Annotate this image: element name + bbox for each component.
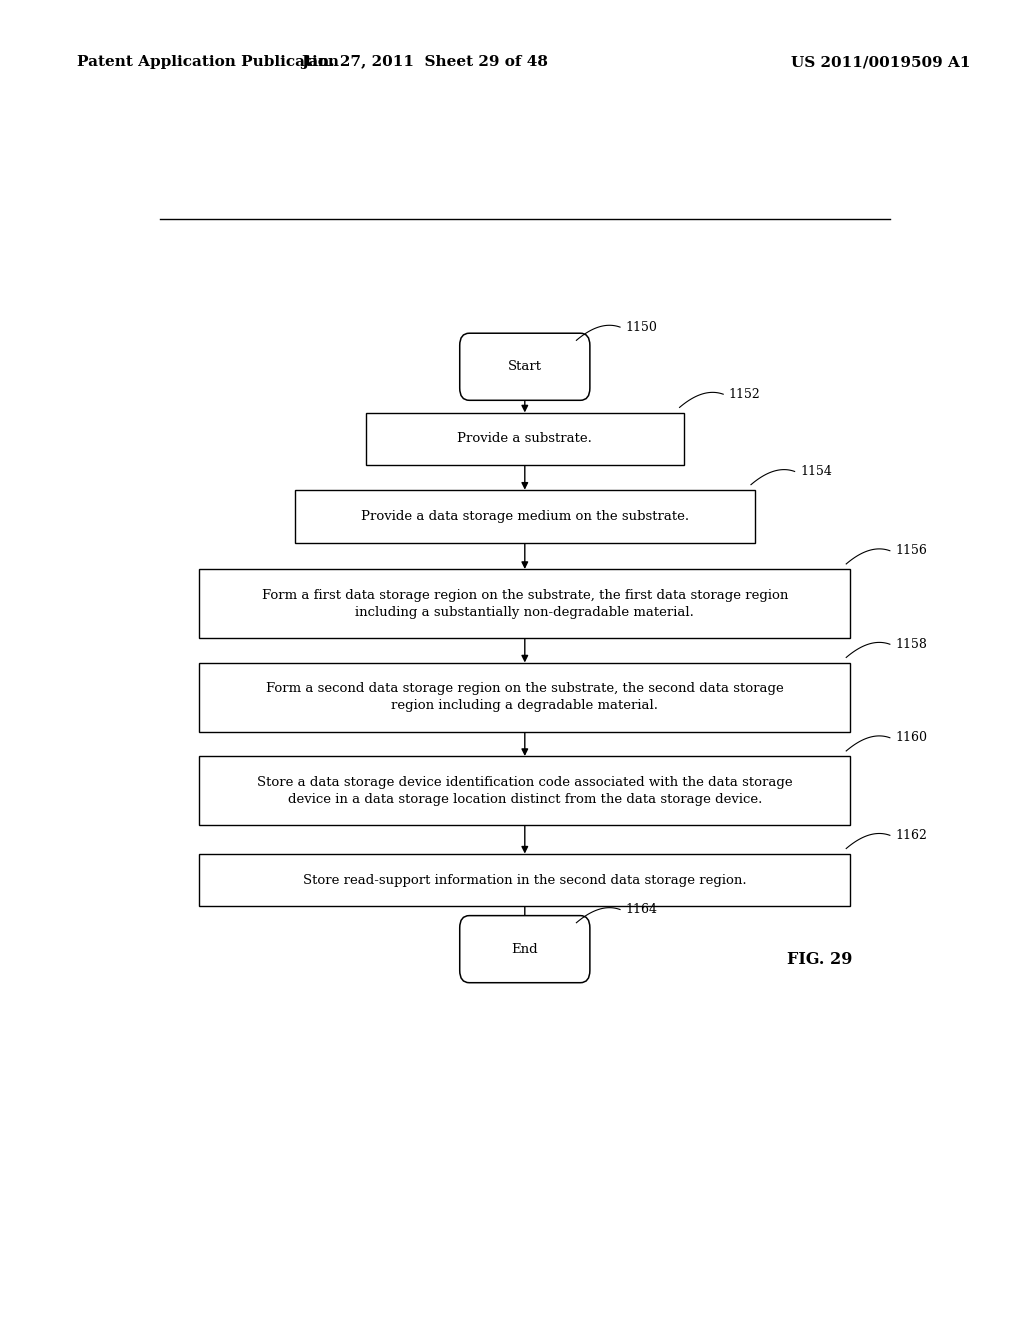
Text: Jan. 27, 2011  Sheet 29 of 48: Jan. 27, 2011 Sheet 29 of 48 (301, 55, 549, 69)
FancyBboxPatch shape (460, 333, 590, 400)
FancyBboxPatch shape (460, 916, 590, 982)
Text: End: End (511, 942, 539, 956)
Text: Patent Application Publication: Patent Application Publication (77, 55, 339, 69)
Text: Provide a substrate.: Provide a substrate. (458, 433, 592, 445)
Text: FIG. 29: FIG. 29 (786, 950, 852, 968)
Text: US 2011/0019509 A1: US 2011/0019509 A1 (791, 55, 971, 69)
Text: Form a second data storage region on the substrate, the second data storage
regi: Form a second data storage region on the… (266, 682, 783, 711)
Bar (200, 756, 850, 825)
Text: 1162: 1162 (895, 829, 928, 842)
Text: 1150: 1150 (626, 321, 657, 334)
Bar (200, 663, 850, 731)
Text: Store a data storage device identification code associated with the data storage: Store a data storage device identificati… (257, 776, 793, 805)
Text: Provide a data storage medium on the substrate.: Provide a data storage medium on the sub… (360, 510, 689, 523)
Bar (200, 569, 850, 638)
Bar (367, 413, 684, 466)
Text: 1156: 1156 (895, 544, 928, 557)
Bar (200, 854, 850, 907)
Bar (295, 490, 755, 543)
Text: 1152: 1152 (729, 388, 761, 401)
Text: 1158: 1158 (895, 638, 928, 651)
Text: 1154: 1154 (800, 465, 833, 478)
Text: Store read-support information in the second data storage region.: Store read-support information in the se… (303, 874, 746, 887)
Text: Form a first data storage region on the substrate, the first data storage region: Form a first data storage region on the … (261, 589, 788, 619)
Text: 1160: 1160 (895, 731, 928, 744)
Text: 1164: 1164 (626, 903, 657, 916)
Text: Start: Start (508, 360, 542, 374)
